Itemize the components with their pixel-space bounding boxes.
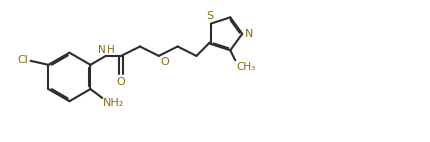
Text: O: O: [117, 77, 126, 87]
Text: S: S: [206, 11, 213, 21]
Text: Cl: Cl: [17, 55, 28, 65]
Text: NH₂: NH₂: [103, 99, 125, 108]
Text: N: N: [98, 45, 105, 55]
Text: O: O: [160, 57, 169, 67]
Text: H: H: [107, 45, 114, 55]
Text: CH₃: CH₃: [236, 62, 255, 72]
Text: N: N: [245, 29, 253, 39]
